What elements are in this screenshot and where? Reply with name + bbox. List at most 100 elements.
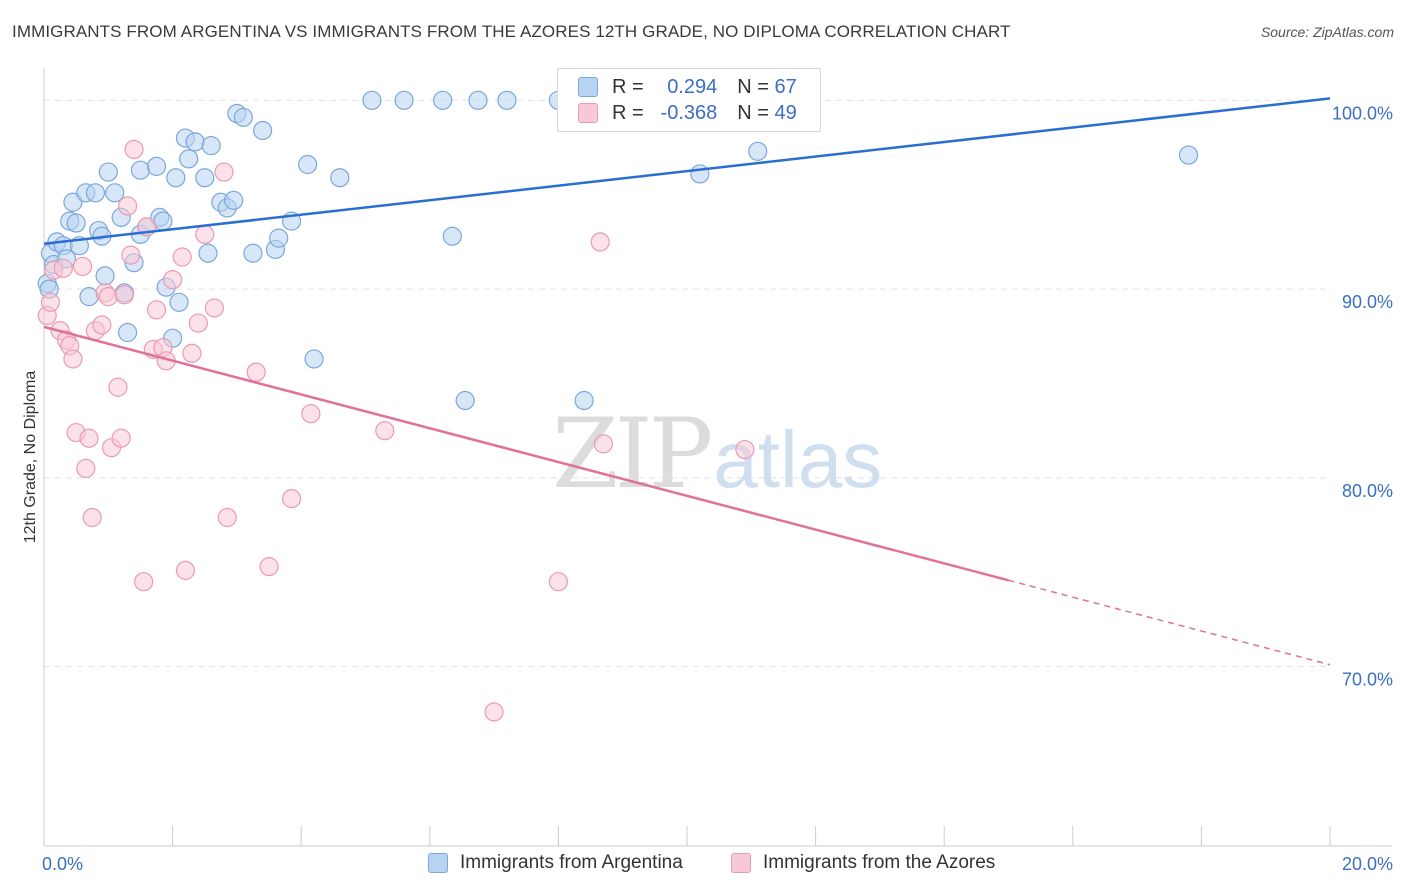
y-axis-label: 12th Grade, No Diploma bbox=[22, 370, 39, 544]
azores-point bbox=[259, 557, 279, 577]
azores-point bbox=[72, 256, 93, 277]
azores-point bbox=[195, 224, 215, 244]
argentina-point bbox=[79, 287, 99, 307]
argentina-point bbox=[95, 266, 115, 286]
trend-line bbox=[43, 97, 1331, 246]
x-tick-label: 20.0% bbox=[1342, 854, 1393, 874]
argentina-point bbox=[105, 183, 125, 203]
source-label: Source: ZipAtlas.com bbox=[1260, 24, 1394, 40]
argentina-point bbox=[98, 162, 118, 182]
argentina-point bbox=[690, 164, 710, 184]
azores-point bbox=[217, 507, 237, 528]
trend-line-solid bbox=[43, 325, 1009, 582]
azores-point bbox=[114, 285, 134, 305]
azores-point bbox=[182, 343, 202, 363]
azores-point bbox=[82, 507, 102, 528]
azores-point bbox=[214, 162, 234, 182]
argentina-point bbox=[185, 132, 205, 152]
series-swatch-argentina bbox=[428, 853, 448, 873]
azores-point bbox=[92, 315, 112, 335]
x-tick-label: 0.0% bbox=[42, 854, 83, 874]
azores-point bbox=[281, 489, 302, 509]
azores-point bbox=[163, 270, 183, 290]
argentina-point bbox=[304, 349, 324, 369]
argentina-point bbox=[179, 149, 199, 169]
argentina-point bbox=[269, 228, 289, 248]
argentina-point bbox=[253, 120, 273, 141]
argentina-point bbox=[85, 183, 106, 203]
azores-point bbox=[108, 377, 128, 397]
argentina-point bbox=[574, 390, 594, 411]
argentina-point bbox=[455, 390, 475, 411]
legend-n-label: N = bbox=[737, 75, 769, 98]
y-tick-label: 70.0% bbox=[1342, 670, 1393, 690]
azores-point bbox=[301, 404, 321, 424]
azores-point bbox=[735, 439, 755, 460]
legend-n-value-azores: 49 bbox=[774, 101, 797, 124]
legend-row-argentina: R = 0.294 N = 67 bbox=[578, 74, 797, 100]
azores-point bbox=[79, 428, 99, 448]
azores-point bbox=[121, 245, 141, 265]
azores-point bbox=[375, 421, 395, 441]
azores-point bbox=[548, 572, 569, 592]
legend-r-label: R = bbox=[612, 75, 644, 98]
argentina-point bbox=[330, 168, 350, 188]
azores-point bbox=[63, 349, 83, 369]
argentina-point bbox=[243, 243, 263, 263]
argentina-point bbox=[169, 292, 189, 312]
argentina-point bbox=[497, 90, 517, 110]
legend-n-label: N = bbox=[737, 101, 769, 124]
legend-r-value-azores: -0.368 bbox=[660, 101, 718, 124]
argentina-point bbox=[166, 168, 186, 188]
azores-point bbox=[246, 362, 266, 382]
watermark-zip: ZIP bbox=[552, 398, 713, 510]
argentina-point bbox=[1178, 145, 1199, 165]
series-legend-azores[interactable]: Immigrants from the Azores bbox=[731, 852, 995, 874]
argentina-point bbox=[198, 243, 218, 263]
series-legend-argentina[interactable]: Immigrants from Argentina bbox=[428, 852, 683, 874]
argentina-point bbox=[146, 156, 167, 176]
azores-point bbox=[134, 572, 154, 592]
legend-swatch-argentina bbox=[578, 77, 598, 97]
argentina-point bbox=[298, 154, 318, 175]
argentina-point bbox=[66, 213, 86, 233]
azores-point bbox=[98, 287, 118, 307]
azores-point bbox=[172, 247, 192, 267]
argentina-point bbox=[153, 211, 173, 231]
legend-r-value-argentina: 0.294 bbox=[667, 75, 718, 98]
argentina-point bbox=[63, 192, 83, 212]
argentina-point bbox=[224, 190, 244, 210]
argentina-point bbox=[433, 90, 453, 110]
watermark: ZIPatlas bbox=[552, 398, 882, 510]
y-tick-label: 80.0% bbox=[1342, 481, 1393, 501]
azores-point bbox=[124, 139, 144, 159]
chart-title: IMMIGRANTS FROM ARGENTINA VS IMMIGRANTS … bbox=[12, 22, 1011, 41]
argentina-point bbox=[195, 168, 215, 188]
azores-point bbox=[40, 292, 61, 312]
trend-line-dashed bbox=[1008, 579, 1331, 666]
argentina-point bbox=[201, 136, 221, 156]
y-tick-label: 100.0% bbox=[1332, 103, 1393, 123]
argentina-point bbox=[468, 90, 488, 110]
series-label-azores: Immigrants from the Azores bbox=[763, 852, 996, 873]
argentina-point bbox=[442, 226, 462, 246]
y-tick-label: 90.0% bbox=[1342, 292, 1393, 312]
azores-point bbox=[188, 313, 208, 333]
watermark-atlas: atlas bbox=[713, 415, 883, 504]
legend-r-label: R = bbox=[612, 101, 644, 124]
azores-point bbox=[53, 258, 73, 278]
azores-point bbox=[175, 560, 196, 580]
argentina-point bbox=[130, 160, 151, 180]
legend-row-azores: R = -0.368 N = 49 bbox=[578, 100, 797, 126]
legend-swatch-azores bbox=[578, 103, 598, 123]
azores-point bbox=[146, 300, 167, 320]
argentina-point bbox=[394, 90, 414, 110]
azores-point bbox=[111, 428, 131, 448]
legend-n-value-argentina: 67 bbox=[774, 75, 797, 98]
series-legend: Immigrants from Argentina Immigrants fro… bbox=[0, 852, 1406, 878]
argentina-point bbox=[117, 322, 138, 343]
azores-point bbox=[593, 434, 614, 454]
azores-point bbox=[590, 232, 610, 252]
azores-point bbox=[484, 702, 504, 722]
